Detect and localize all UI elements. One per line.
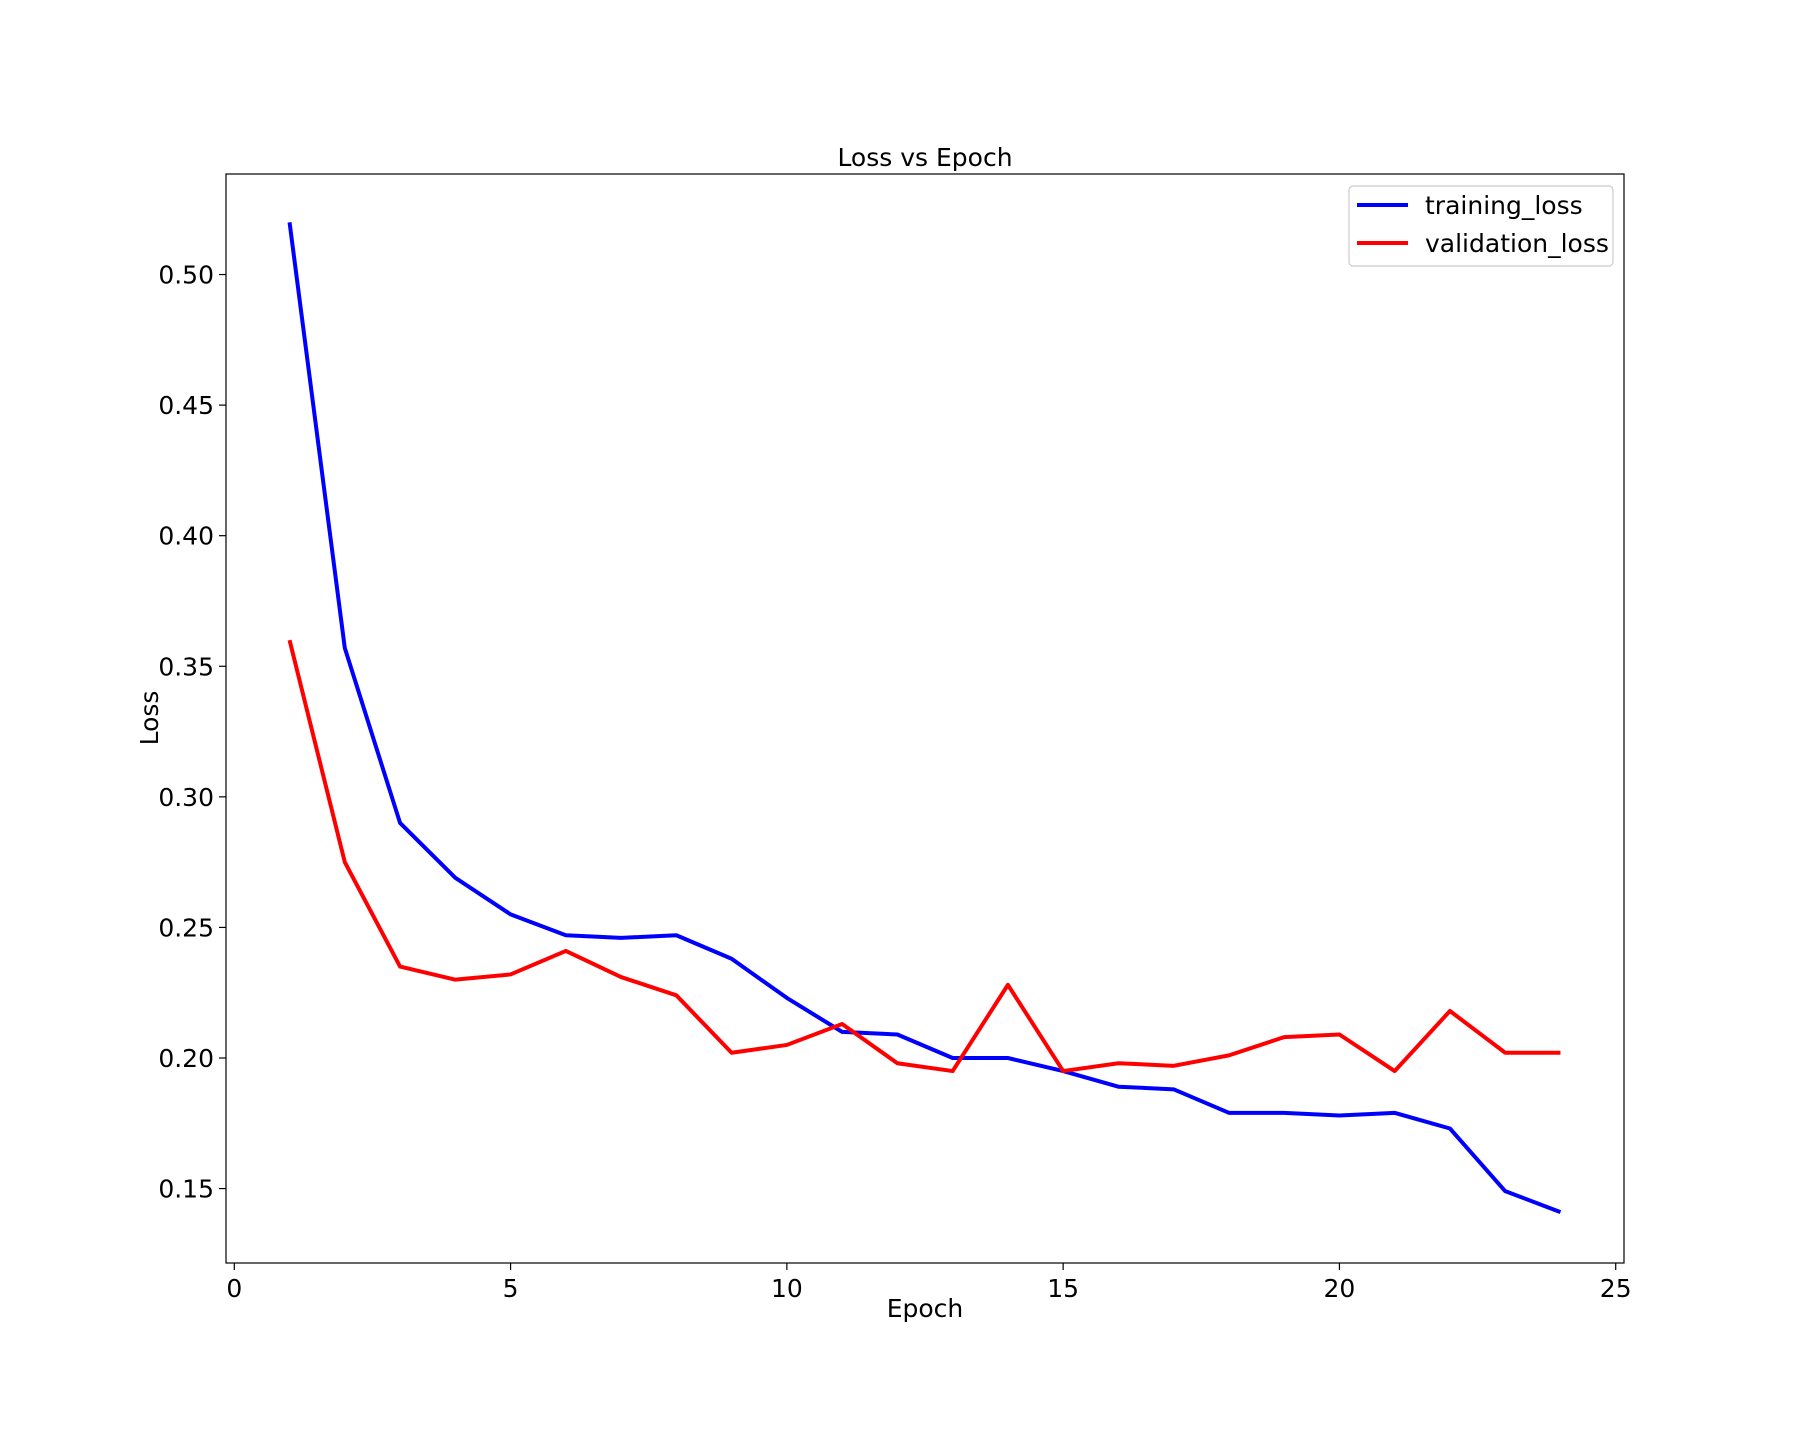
x-axis-label: Epoch [887, 1294, 964, 1323]
y-tick-label: 0.40 [158, 522, 214, 551]
y-tick-label: 0.45 [158, 391, 214, 420]
y-tick-label: 0.50 [158, 261, 214, 290]
legend-box [1348, 185, 1614, 267]
x-tick-label: 5 [503, 1274, 519, 1303]
chart-title: Loss vs Epoch [837, 143, 1012, 172]
x-tick-label: 15 [1047, 1274, 1079, 1303]
x-tick-label: 0 [226, 1274, 242, 1303]
y-tick-label: 0.15 [158, 1175, 214, 1204]
series-lines [287, 222, 1562, 1214]
y-tick-label: 0.25 [158, 913, 214, 942]
y-tick-label: 0.30 [158, 783, 214, 812]
legend-label-validation: validation_loss [1425, 229, 1609, 258]
series-line-training-loss [287, 222, 1562, 1214]
x-tick-label: 25 [1600, 1274, 1632, 1303]
y-tick-label: 0.35 [158, 652, 214, 681]
y-axis-label: Loss [135, 691, 164, 746]
y-axis: 0.15 0.20 0.25 0.30 0.35 0.40 0.45 0.50 [158, 261, 226, 1204]
y-tick-label: 0.20 [158, 1044, 214, 1073]
legend: training_loss validation_loss [1348, 185, 1614, 267]
plot-area-frame [225, 173, 1625, 1264]
legend-label-training: training_loss [1425, 191, 1583, 220]
series-line-validation-loss [287, 639, 1561, 1074]
x-axis: 0 5 10 15 20 25 [226, 1263, 1632, 1303]
x-tick-label: 10 [771, 1274, 803, 1303]
x-tick-label: 20 [1324, 1274, 1356, 1303]
